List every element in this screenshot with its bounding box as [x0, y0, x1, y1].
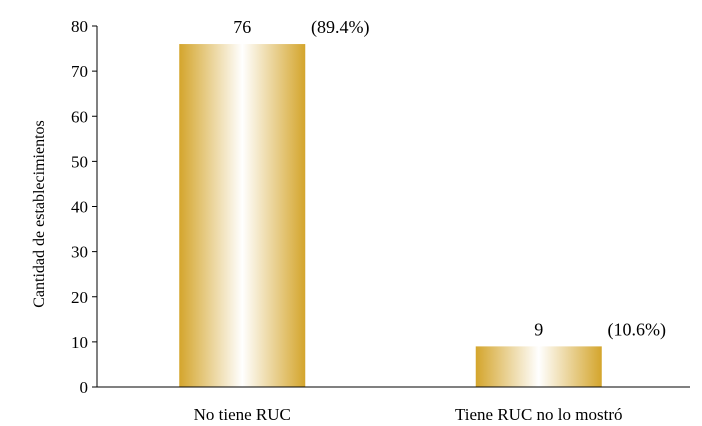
- percent-label: (89.4%): [311, 17, 369, 38]
- y-tick-label: 20: [71, 288, 88, 307]
- y-tick-label: 70: [71, 62, 88, 81]
- y-tick-label: 80: [71, 17, 88, 36]
- y-axis-ticks: 0 10 20 30 40 50 60 70 80: [71, 17, 97, 397]
- y-tick-label: 10: [71, 333, 88, 352]
- bar: [179, 44, 306, 388]
- y-tick-label: 30: [71, 243, 88, 262]
- category-label: Tiene RUC no lo mostró: [455, 405, 623, 424]
- category-labels: No tiene RUC Tiene RUC no lo mostró: [194, 405, 623, 424]
- bars: [179, 44, 602, 388]
- y-tick-label: 0: [80, 378, 89, 397]
- category-label: No tiene RUC: [194, 405, 291, 424]
- percent-label: (10.6%): [608, 319, 666, 340]
- y-tick-label: 60: [71, 107, 88, 126]
- y-tick-label: 40: [71, 198, 88, 217]
- value-label: 76: [233, 17, 251, 37]
- y-tick-label: 50: [71, 152, 88, 171]
- bar: [475, 346, 602, 387]
- value-label: 9: [534, 319, 543, 339]
- y-axis-title: Cantidad de establecimientos: [31, 120, 48, 308]
- data-labels: 76 (89.4%) 9 (10.6%): [233, 17, 666, 340]
